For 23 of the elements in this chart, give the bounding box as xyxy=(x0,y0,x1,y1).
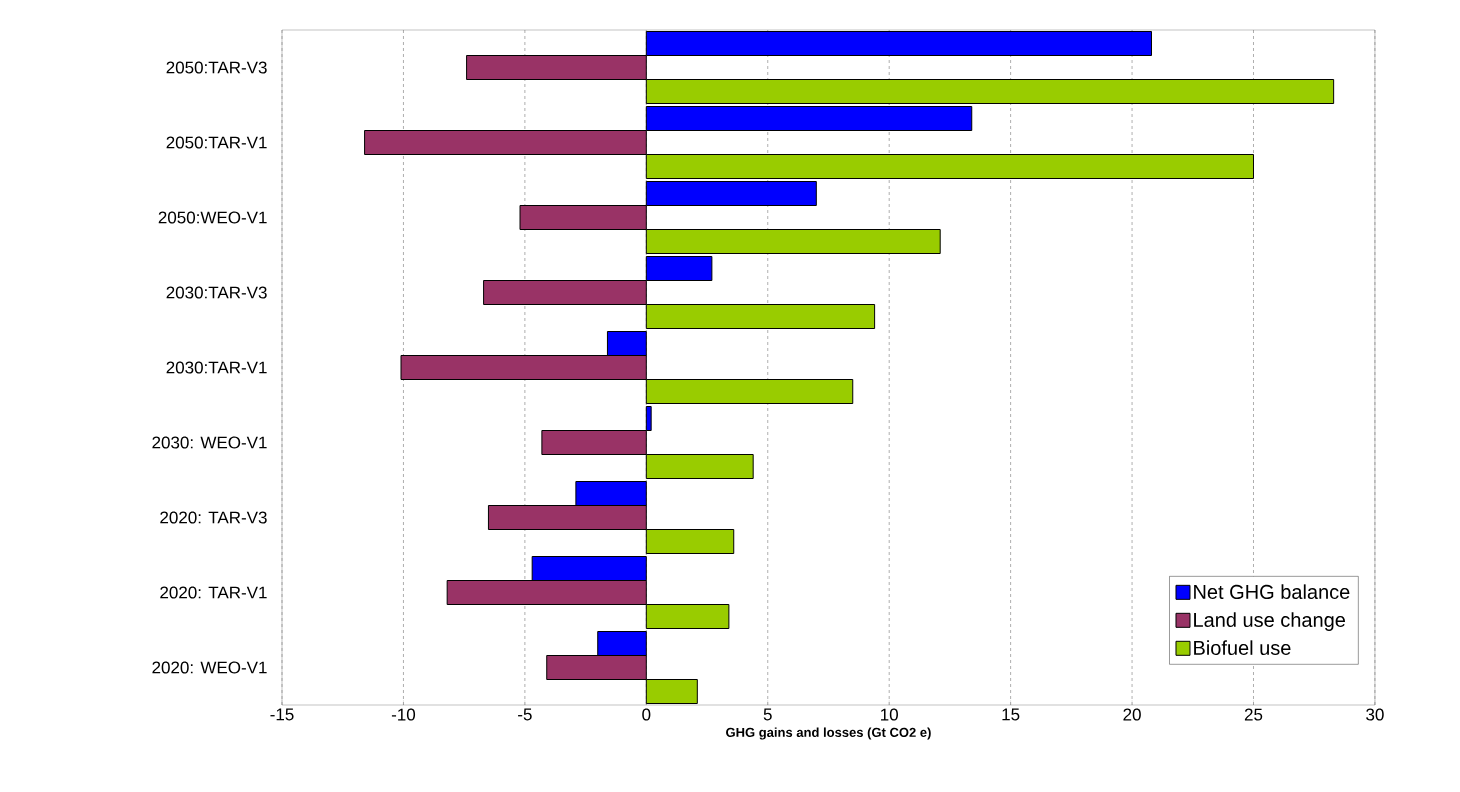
x-tick-label: -10 xyxy=(391,708,416,721)
x-tick-label: 15 xyxy=(1002,708,1020,721)
y-tick-label: 2030: WEO-V1 xyxy=(152,436,267,449)
y-tick-label: 2050:TAR-V1 xyxy=(166,136,267,149)
y-tick-label: 2050:WEO-V1 xyxy=(158,211,267,224)
y-tick-label: 2050:TAR-V3 xyxy=(166,61,267,74)
x-tick-label: 30 xyxy=(1366,708,1384,721)
x-tick-label: 5 xyxy=(763,708,772,721)
y-tick-label: 2030:TAR-V3 xyxy=(166,286,267,299)
x-tick-label: 25 xyxy=(1244,708,1263,721)
x-tick-label: 10 xyxy=(881,708,898,721)
legend-label: Land use change xyxy=(1194,612,1346,631)
x-tick-label: 20 xyxy=(1123,708,1141,721)
x-tick-label: -15 xyxy=(270,708,294,721)
y-tick-label: 2030:TAR-V1 xyxy=(166,361,267,374)
legend-label: Biofuel use xyxy=(1194,640,1291,655)
legend-label: Net GHG balance xyxy=(1194,584,1350,600)
y-tick-label: 2020: TAR-V3 xyxy=(160,511,267,524)
y-tick-label: 2020: WEO-V1 xyxy=(152,661,267,674)
x-tick-label: -5 xyxy=(518,708,532,721)
x-axis-title: GHG gains and losses (Gt CO2 e) xyxy=(726,727,931,740)
y-tick-label: 2020: TAR-V1 xyxy=(160,586,267,599)
x-tick-label: 0 xyxy=(642,708,651,721)
